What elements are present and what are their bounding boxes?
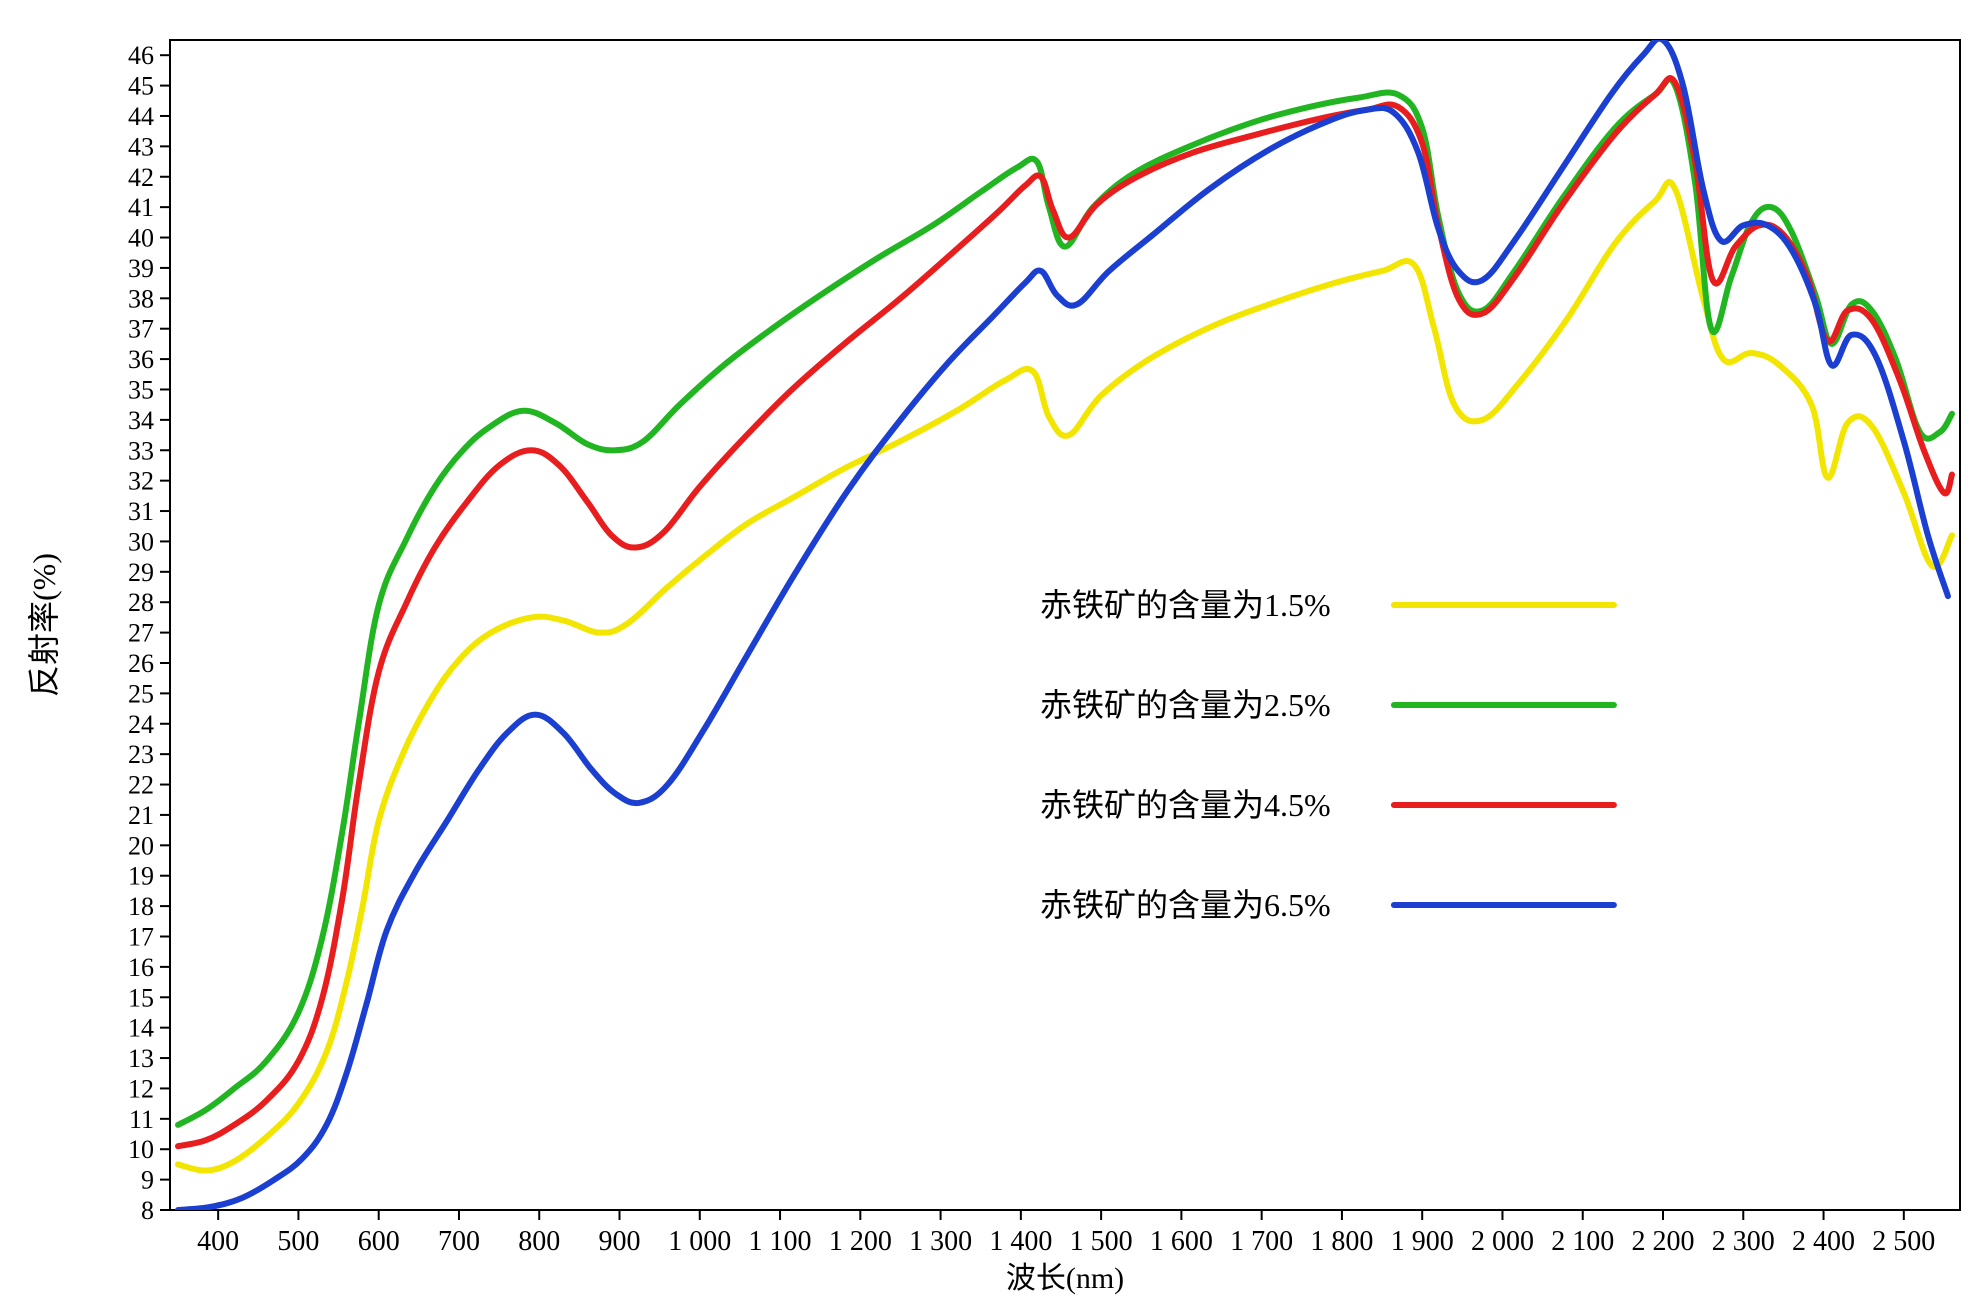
x-tick-label: 2 500 — [1872, 1226, 1935, 1257]
x-tick-label: 500 — [277, 1226, 319, 1257]
y-tick-label: 27 — [128, 619, 154, 648]
x-tick-label: 1 300 — [909, 1226, 972, 1257]
y-tick-label: 33 — [128, 436, 154, 465]
y-tick-label: 43 — [128, 132, 154, 161]
y-tick-label: 17 — [128, 922, 154, 951]
x-tick-label: 2 400 — [1792, 1226, 1855, 1257]
y-tick-label: 8 — [141, 1196, 154, 1225]
y-tick-label: 39 — [128, 254, 154, 283]
x-tick-label: 2 300 — [1712, 1226, 1775, 1257]
x-tick-label: 700 — [438, 1226, 480, 1257]
y-tick-label: 28 — [128, 588, 154, 617]
x-tick-label: 800 — [518, 1226, 560, 1257]
y-tick-label: 26 — [128, 649, 154, 678]
y-tick-label: 23 — [128, 740, 154, 769]
y-tick-label: 35 — [128, 375, 154, 404]
legend-label: 赤铁矿的含量为2.5% — [1040, 687, 1331, 723]
y-tick-label: 15 — [128, 983, 154, 1012]
y-axis-label: 反射率(%) — [26, 553, 62, 697]
legend-label: 赤铁矿的含量为6.5% — [1040, 887, 1331, 923]
y-tick-label: 30 — [128, 527, 154, 556]
x-tick-label: 1 400 — [989, 1226, 1052, 1257]
x-tick-label: 2 000 — [1471, 1226, 1534, 1257]
y-tick-label: 44 — [128, 102, 154, 131]
x-tick-label: 2 200 — [1632, 1226, 1695, 1257]
x-tick-label: 1 900 — [1391, 1226, 1454, 1257]
y-tick-label: 41 — [128, 193, 154, 222]
y-tick-label: 34 — [128, 406, 154, 435]
y-tick-label: 18 — [128, 892, 154, 921]
y-tick-label: 29 — [128, 558, 154, 587]
y-tick-label: 11 — [129, 1105, 154, 1134]
y-tick-label: 16 — [128, 953, 154, 982]
x-tick-label: 600 — [358, 1226, 400, 1257]
chart-svg: 400 500 600 700 800 900 1 000 1 100 1 200 1 300 1 … — [0, 0, 1984, 1299]
y-tick-label: 12 — [128, 1074, 154, 1103]
y-tick-label: 36 — [128, 345, 154, 374]
x-tick-label: 1 100 — [749, 1226, 812, 1257]
y-tick-label: 37 — [128, 315, 154, 344]
spectral-reflectance-chart: 400 500 600 700 800 900 1 000 1 100 1 200 1 300 1 … — [0, 0, 1984, 1299]
y-tick-label: 10 — [128, 1135, 154, 1164]
y-tick-label: 13 — [128, 1044, 154, 1073]
y-tick-label: 42 — [128, 163, 154, 192]
y-tick-label: 25 — [128, 679, 154, 708]
x-tick-label: 1 200 — [829, 1226, 892, 1257]
x-tick-label: 2 100 — [1551, 1226, 1614, 1257]
y-tick-label: 21 — [128, 801, 154, 830]
y-tick-label: 19 — [128, 862, 154, 891]
x-tick-label: 1 600 — [1150, 1226, 1213, 1257]
y-tick-label: 14 — [128, 1014, 154, 1043]
x-tick-label: 1 000 — [668, 1226, 731, 1257]
y-tick-label: 31 — [128, 497, 154, 526]
y-tick-label: 24 — [128, 710, 154, 739]
legend-label: 赤铁矿的含量为1.5% — [1040, 587, 1331, 623]
y-tick-label: 45 — [128, 72, 154, 101]
legend-label: 赤铁矿的含量为4.5% — [1040, 787, 1331, 823]
x-tick-label: 400 — [197, 1226, 239, 1257]
y-tick-label: 38 — [128, 284, 154, 313]
y-tick-label: 22 — [128, 771, 154, 800]
y-tick-label: 32 — [128, 467, 154, 496]
y-tick-label: 40 — [128, 224, 154, 253]
x-tick-label: 1 800 — [1310, 1226, 1373, 1257]
y-tick-label: 46 — [128, 41, 154, 70]
y-tick-label: 20 — [128, 831, 154, 860]
y-tick-label: 9 — [141, 1166, 154, 1195]
x-tick-label: 1 700 — [1230, 1226, 1293, 1257]
x-tick-label: 1 500 — [1070, 1226, 1133, 1257]
x-tick-label: 900 — [599, 1226, 641, 1257]
x-axis-label: 波长(nm) — [1006, 1262, 1124, 1295]
